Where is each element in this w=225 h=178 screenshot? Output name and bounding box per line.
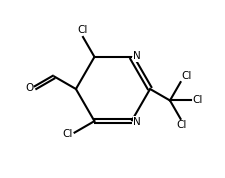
- Text: O: O: [25, 83, 34, 93]
- Text: N: N: [133, 117, 140, 127]
- Text: Cl: Cl: [191, 95, 202, 106]
- Text: Cl: Cl: [62, 129, 72, 139]
- Text: Cl: Cl: [180, 71, 191, 81]
- Text: Cl: Cl: [175, 120, 185, 130]
- Text: Cl: Cl: [76, 25, 87, 35]
- Text: N: N: [133, 51, 140, 61]
